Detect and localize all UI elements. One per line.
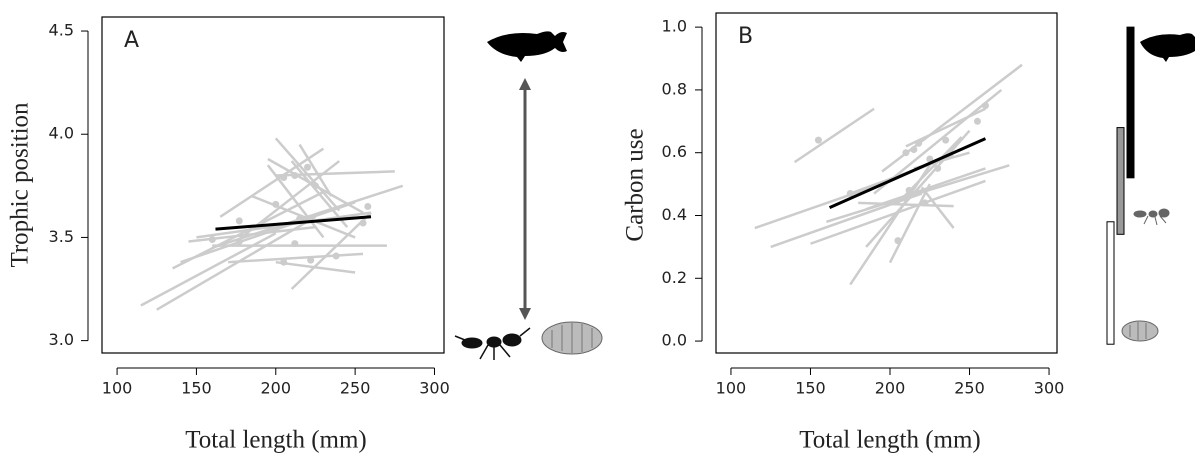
panel-label: B bbox=[738, 24, 753, 49]
y-axis-title: Trophic position bbox=[7, 102, 34, 268]
x-tick-label: 100 bbox=[716, 379, 747, 398]
individual-line bbox=[290, 160, 349, 228]
individual-mean bbox=[307, 256, 315, 264]
individual-line bbox=[140, 232, 277, 307]
individual-mean bbox=[280, 258, 288, 266]
x-tick-label: 300 bbox=[419, 379, 450, 398]
individual-mean bbox=[926, 155, 934, 163]
individual-mean bbox=[272, 200, 280, 208]
individual-mean bbox=[915, 139, 923, 147]
y-tick-label: 0.6 bbox=[662, 142, 687, 161]
fish-icon bbox=[1140, 33, 1195, 62]
source-range-bar bbox=[1106, 221, 1115, 345]
y-tick-label: 0.4 bbox=[662, 205, 687, 224]
individual-mean bbox=[894, 237, 902, 245]
individual-mean bbox=[910, 146, 918, 154]
individual-mean bbox=[291, 172, 299, 180]
individual-mean bbox=[296, 215, 304, 223]
individual-line bbox=[156, 215, 317, 311]
individual-mean bbox=[332, 252, 340, 260]
individual-mean bbox=[814, 136, 822, 144]
plot-frame bbox=[715, 12, 1058, 354]
decor-b bbox=[1121, 33, 1195, 342]
x-axis-title: Total length (mm) bbox=[185, 427, 367, 454]
individual-mean bbox=[359, 219, 367, 227]
y-tick-label: 1.0 bbox=[662, 17, 687, 36]
individual-line bbox=[920, 186, 955, 229]
x-tick-label: 150 bbox=[181, 379, 212, 398]
individual-mean bbox=[291, 240, 299, 248]
source-range-bar bbox=[1116, 127, 1125, 235]
individual-mean bbox=[208, 235, 216, 243]
x-tick-label: 300 bbox=[1034, 379, 1065, 398]
y-axis-title: Carbon use bbox=[622, 128, 649, 241]
isopod-icon bbox=[1121, 320, 1159, 342]
ant-icon bbox=[1133, 208, 1170, 226]
individual-line bbox=[251, 194, 356, 239]
fish-icon bbox=[487, 31, 567, 62]
panel-label: A bbox=[124, 28, 139, 53]
isopod-icon bbox=[541, 321, 603, 355]
y-tick-label: 0.8 bbox=[662, 79, 687, 98]
x-tick-label: 150 bbox=[795, 379, 826, 398]
individual-line bbox=[754, 179, 891, 230]
individual-mean bbox=[235, 238, 243, 246]
individual-mean bbox=[846, 190, 854, 198]
y-tick-label: 3.5 bbox=[49, 227, 74, 246]
individual-line bbox=[888, 183, 931, 264]
x-tick-label: 200 bbox=[261, 379, 292, 398]
individual-mean bbox=[942, 136, 950, 144]
individual-line bbox=[770, 192, 923, 249]
individual-line bbox=[793, 107, 875, 164]
individual-mean bbox=[981, 102, 989, 110]
individual-mean bbox=[934, 164, 942, 172]
individual-mean bbox=[364, 202, 372, 210]
individual-line bbox=[266, 164, 325, 239]
individual-line bbox=[865, 129, 971, 248]
x-tick-label: 200 bbox=[875, 379, 906, 398]
ant-icon bbox=[454, 327, 531, 360]
individual-line bbox=[865, 167, 986, 211]
individual-mean bbox=[304, 163, 312, 171]
individual-mean bbox=[280, 174, 288, 182]
y-tick-label: 0.2 bbox=[662, 268, 687, 287]
x-tick-label: 100 bbox=[102, 379, 133, 398]
individual-line bbox=[858, 201, 954, 208]
individual-mean bbox=[973, 117, 981, 125]
overall-trend bbox=[828, 137, 987, 210]
individual-mean bbox=[311, 182, 319, 190]
individual-line bbox=[219, 147, 325, 218]
individual-line bbox=[826, 164, 1010, 223]
overall-trend bbox=[215, 215, 372, 231]
y-tick-label: 3.0 bbox=[49, 330, 74, 349]
source-range-bar bbox=[1126, 26, 1135, 179]
individual-mean bbox=[902, 149, 910, 157]
y-tick-label: 0.0 bbox=[662, 331, 687, 350]
plot-frame bbox=[101, 16, 445, 354]
x-axis-title: Total length (mm) bbox=[799, 427, 981, 454]
individual-line bbox=[228, 252, 364, 264]
x-tick-label: 250 bbox=[340, 379, 371, 398]
y-tick-label: 4.5 bbox=[49, 21, 74, 40]
individual-mean bbox=[905, 186, 913, 194]
individual-mean bbox=[235, 217, 243, 225]
individual-line bbox=[298, 143, 333, 197]
individual-line bbox=[290, 211, 372, 290]
individual-mean bbox=[921, 199, 929, 207]
x-tick-label: 250 bbox=[954, 379, 985, 398]
y-tick-label: 4.0 bbox=[49, 124, 74, 143]
decor-a bbox=[454, 31, 603, 360]
